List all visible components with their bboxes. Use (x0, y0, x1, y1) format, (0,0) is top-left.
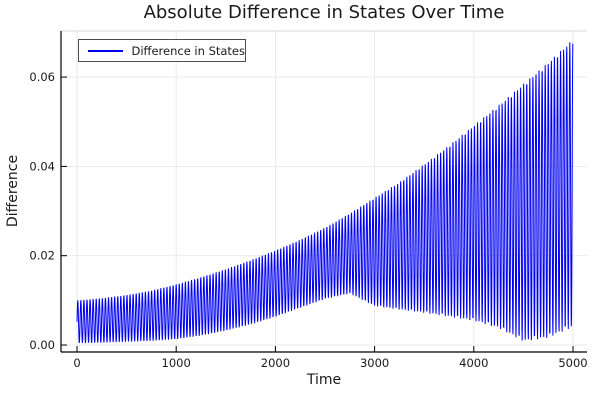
x-tick-label: 4000 (459, 356, 488, 370)
chart-title: Absolute Difference in States Over Time (143, 2, 505, 23)
series-line (76, 42, 574, 344)
x-tick-label: 5000 (558, 356, 587, 370)
x-tick-label: 2000 (261, 356, 290, 370)
x-tick-label: 0 (73, 356, 80, 370)
legend-label: Difference in States (131, 43, 245, 58)
y-tick-label: 0.02 (29, 249, 55, 263)
legend-line-sample-icon (88, 49, 124, 52)
y-tick-label: 0.04 (29, 159, 55, 173)
y-axis-label: Difference (5, 154, 21, 228)
y-tick-label: 0.06 (29, 70, 55, 84)
x-axis-label: Time (306, 372, 342, 388)
legend-box: Difference in States (78, 39, 246, 62)
x-tick-label: 1000 (162, 356, 191, 370)
axes (60, 31, 587, 353)
tick-labels: 0 1000 2000 3000 4000 5000 0.00 0.02 0.04 0.06 (29, 70, 587, 370)
y-tick-label: 0.00 (29, 338, 55, 352)
x-tick-label: 3000 (360, 356, 389, 370)
